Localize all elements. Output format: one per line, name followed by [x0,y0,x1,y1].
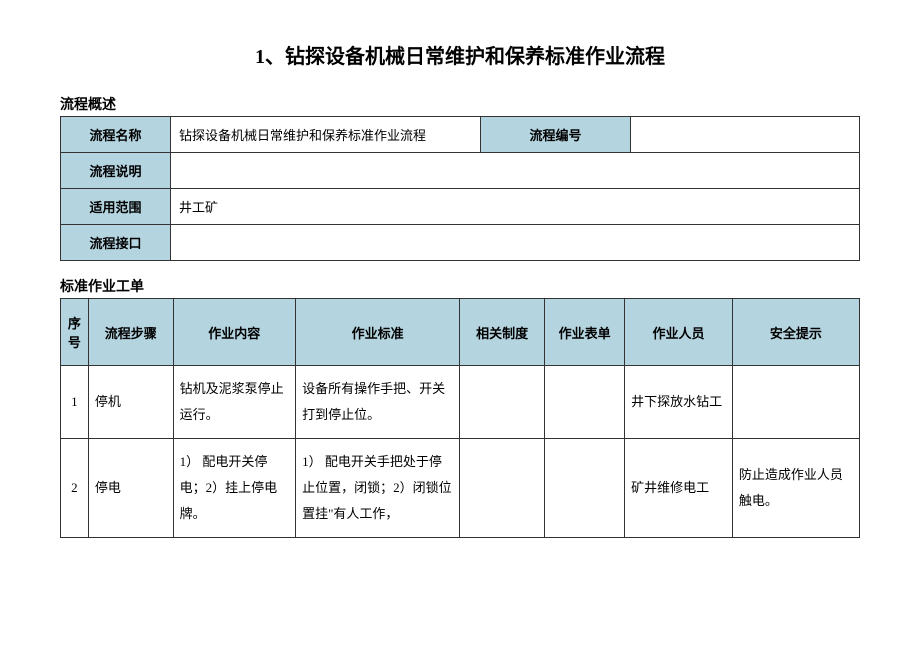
cell-system [460,366,545,439]
cell-content: 钻机及泥浆泵停止运行。 [173,366,296,439]
overview-code-value [631,117,860,153]
cell-seq: 2 [61,439,89,538]
page-title: 1、钻探设备机械日常维护和保养标准作业流程 [60,40,860,69]
overview-description-value [171,153,860,189]
workorder-header-row: 序号 流程步骤 作业内容 作业标准 相关制度 作业表单 作业人员 安全提示 [61,299,860,366]
header-form: 作业表单 [545,299,625,366]
header-system: 相关制度 [460,299,545,366]
cell-standard: 1） 配电开关手把处于停止位置，闭锁；2）闭锁位置挂"有人工作， [296,439,460,538]
header-content: 作业内容 [173,299,296,366]
overview-table: 流程名称 钻探设备机械日常维护和保养标准作业流程 流程编号 流程说明 适用范围 … [60,116,860,261]
cell-content: 1） 配电开关停电；2）挂上停电牌。 [173,439,296,538]
overview-row-description: 流程说明 [61,153,860,189]
cell-step: 停电 [88,439,173,538]
overview-scope-label: 适用范围 [61,189,171,225]
overview-code-label: 流程编号 [481,117,631,153]
cell-standard: 设备所有操作手把、开关打到停止位。 [296,366,460,439]
overview-scope-value: 井工矿 [171,189,860,225]
cell-form [545,439,625,538]
table-row: 1 停机 钻机及泥浆泵停止运行。 设备所有操作手把、开关打到停止位。 井下探放水… [61,366,860,439]
cell-seq: 1 [61,366,89,439]
header-step: 流程步骤 [88,299,173,366]
overview-row-scope: 适用范围 井工矿 [61,189,860,225]
header-person: 作业人员 [625,299,733,366]
cell-form [545,366,625,439]
workorder-section-label: 标准作业工单 [60,276,860,296]
overview-interface-value [171,225,860,261]
header-standard: 作业标准 [296,299,460,366]
cell-safety: 防止造成作业人员触电。 [732,439,859,538]
cell-person: 矿井维修电工 [625,439,733,538]
overview-row-name: 流程名称 钻探设备机械日常维护和保养标准作业流程 流程编号 [61,117,860,153]
cell-person: 井下探放水钻工 [625,366,733,439]
cell-safety [732,366,859,439]
overview-description-label: 流程说明 [61,153,171,189]
workorder-table: 序号 流程步骤 作业内容 作业标准 相关制度 作业表单 作业人员 安全提示 1 … [60,298,860,538]
overview-row-interface: 流程接口 [61,225,860,261]
table-row: 2 停电 1） 配电开关停电；2）挂上停电牌。 1） 配电开关手把处于停止位置，… [61,439,860,538]
header-seq: 序号 [61,299,89,366]
cell-step: 停机 [88,366,173,439]
cell-system [460,439,545,538]
overview-interface-label: 流程接口 [61,225,171,261]
overview-name-label: 流程名称 [61,117,171,153]
overview-section-label: 流程概述 [60,94,860,114]
overview-name-value: 钻探设备机械日常维护和保养标准作业流程 [171,117,481,153]
header-safety: 安全提示 [732,299,859,366]
